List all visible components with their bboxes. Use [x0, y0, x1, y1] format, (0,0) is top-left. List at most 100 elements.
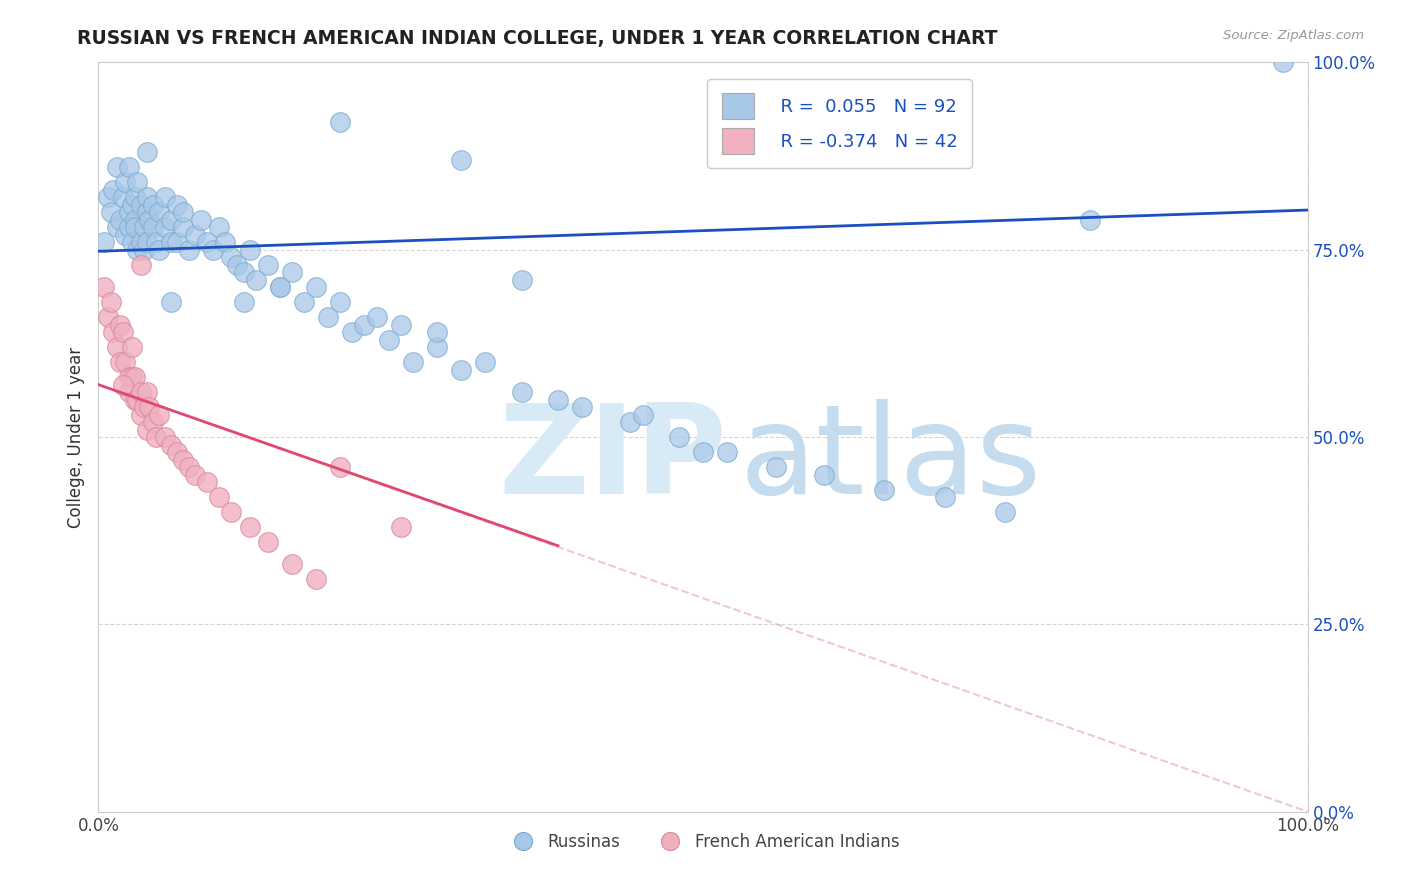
- Point: [813, 467, 835, 482]
- Point: [134, 400, 156, 414]
- Point: [114, 227, 136, 242]
- Point: [329, 460, 352, 475]
- Point: [281, 265, 304, 279]
- Point: [138, 400, 160, 414]
- Point: [129, 235, 152, 250]
- Text: ZIP: ZIP: [499, 399, 727, 520]
- Point: [135, 205, 157, 219]
- Point: [994, 505, 1017, 519]
- Point: [389, 318, 412, 332]
- Point: [510, 273, 533, 287]
- Point: [166, 445, 188, 459]
- Text: RUSSIAN VS FRENCH AMERICAN INDIAN COLLEGE, UNDER 1 YEAR CORRELATION CHART: RUSSIAN VS FRENCH AMERICAN INDIAN COLLEG…: [77, 29, 998, 47]
- Point: [129, 258, 152, 272]
- Point: [221, 250, 243, 264]
- Point: [118, 370, 141, 384]
- Point: [118, 161, 141, 175]
- Point: [166, 235, 188, 250]
- Point: [127, 392, 149, 407]
- Point: [256, 535, 278, 549]
- Point: [100, 205, 122, 219]
- Point: [208, 490, 231, 504]
- Point: [134, 220, 156, 235]
- Point: [124, 220, 146, 235]
- Point: [239, 520, 262, 534]
- Point: [114, 355, 136, 369]
- Point: [329, 295, 352, 310]
- Point: [316, 310, 339, 325]
- Point: [1078, 212, 1101, 227]
- Point: [105, 340, 128, 354]
- Point: [121, 370, 143, 384]
- Point: [142, 415, 165, 429]
- Point: [377, 333, 399, 347]
- Point: [426, 325, 449, 339]
- Point: [256, 258, 278, 272]
- Point: [547, 392, 569, 407]
- Point: [631, 408, 654, 422]
- Point: [118, 385, 141, 400]
- Point: [292, 295, 315, 310]
- Point: [153, 190, 176, 204]
- Point: [450, 153, 472, 167]
- Point: [765, 460, 787, 475]
- Point: [239, 243, 262, 257]
- Point: [111, 377, 134, 392]
- Point: [269, 280, 291, 294]
- Point: [221, 505, 243, 519]
- Point: [145, 430, 167, 444]
- Point: [172, 452, 194, 467]
- Point: [108, 318, 131, 332]
- Point: [127, 175, 149, 189]
- Point: [160, 235, 183, 250]
- Point: [135, 385, 157, 400]
- Point: [269, 280, 291, 294]
- Point: [105, 220, 128, 235]
- Point: [134, 243, 156, 257]
- Point: [111, 190, 134, 204]
- Point: [366, 310, 388, 325]
- Point: [111, 325, 134, 339]
- Point: [105, 161, 128, 175]
- Point: [716, 445, 738, 459]
- Point: [135, 145, 157, 160]
- Point: [1272, 55, 1295, 70]
- Point: [474, 355, 496, 369]
- Point: [97, 310, 120, 325]
- Point: [108, 212, 131, 227]
- Point: [232, 265, 254, 279]
- Point: [571, 400, 593, 414]
- Point: [179, 460, 201, 475]
- Point: [118, 220, 141, 235]
- Point: [160, 437, 183, 451]
- Point: [934, 490, 956, 504]
- Point: [142, 220, 165, 235]
- Point: [353, 318, 375, 332]
- Point: [114, 175, 136, 189]
- Text: atlas: atlas: [740, 399, 1042, 520]
- Point: [389, 520, 412, 534]
- Point: [129, 198, 152, 212]
- Point: [190, 212, 212, 227]
- Point: [100, 295, 122, 310]
- Point: [129, 408, 152, 422]
- Point: [135, 235, 157, 250]
- Point: [692, 445, 714, 459]
- Point: [184, 467, 207, 482]
- Point: [160, 295, 183, 310]
- Point: [202, 243, 225, 257]
- Point: [142, 198, 165, 212]
- Point: [124, 190, 146, 204]
- Point: [108, 355, 131, 369]
- Point: [93, 280, 115, 294]
- Text: Source: ZipAtlas.com: Source: ZipAtlas.com: [1223, 29, 1364, 42]
- Point: [129, 385, 152, 400]
- Point: [166, 198, 188, 212]
- Point: [172, 205, 194, 219]
- Point: [281, 558, 304, 572]
- Y-axis label: College, Under 1 year: College, Under 1 year: [66, 346, 84, 528]
- Point: [148, 205, 170, 219]
- Point: [135, 423, 157, 437]
- Point: [93, 235, 115, 250]
- Point: [138, 212, 160, 227]
